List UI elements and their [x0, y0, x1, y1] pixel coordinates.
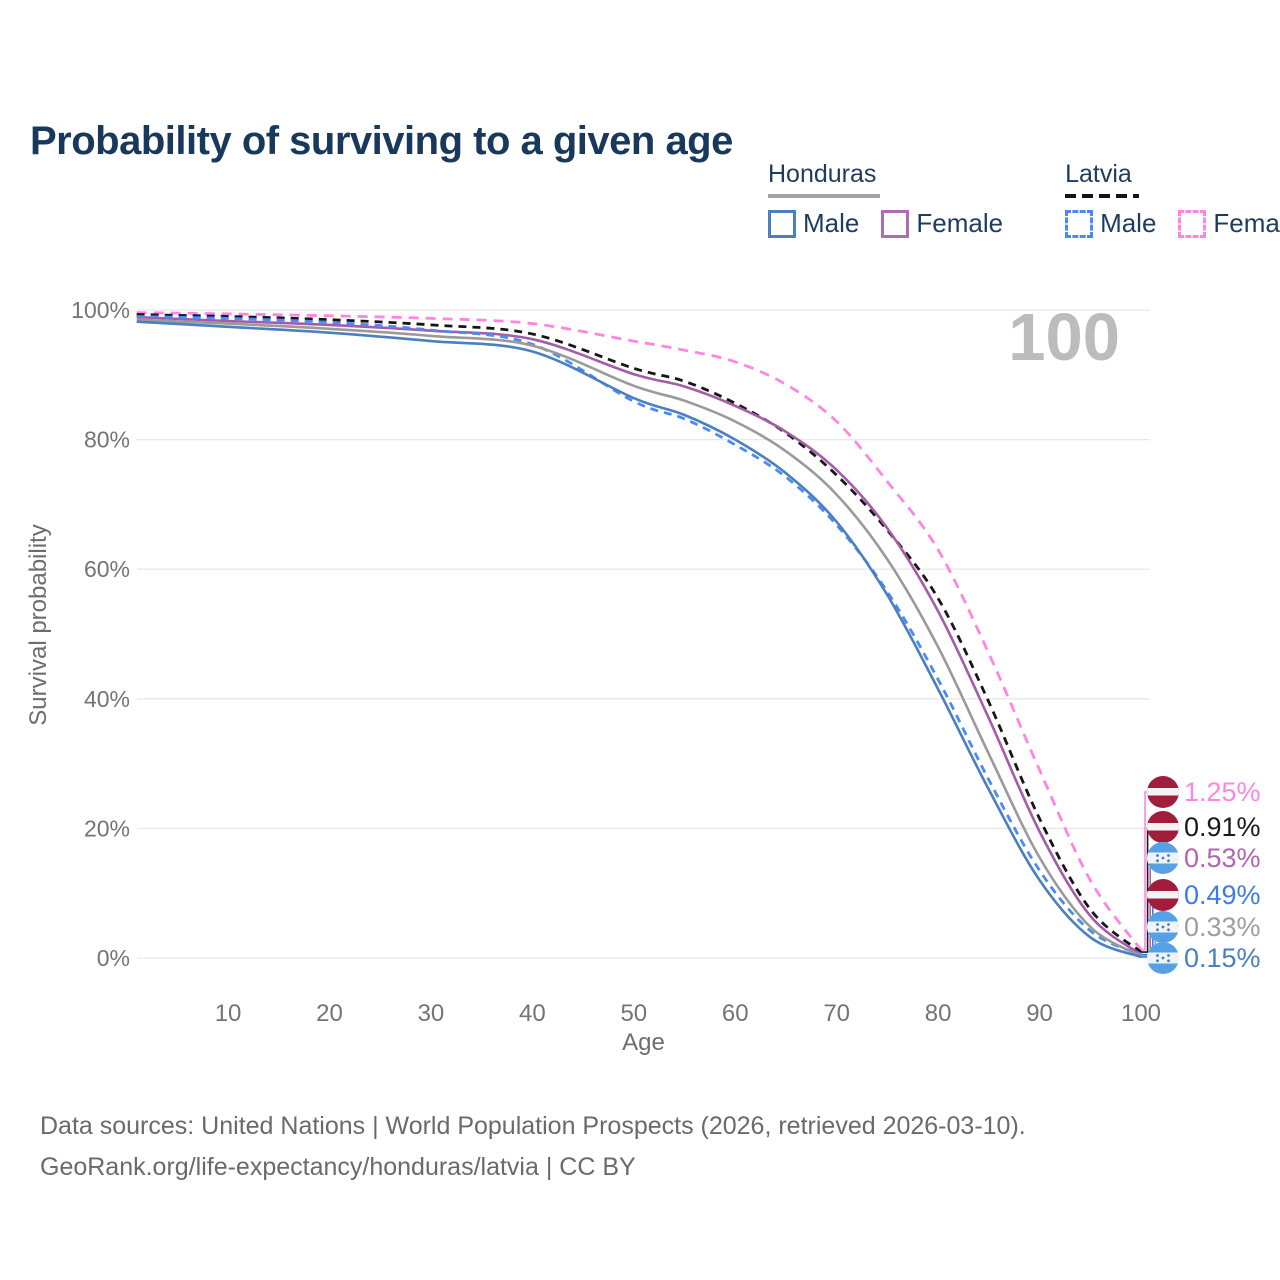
page-title: Probability of surviving to a given age	[30, 118, 733, 163]
legend-label-honduras-female: Female	[916, 208, 1004, 238]
honduras-flag-icon	[1147, 942, 1179, 974]
x-tick-label: 30	[418, 1000, 445, 1027]
legend-item-honduras-male[interactable]: Male	[768, 208, 859, 239]
latvia-line-swatch	[1065, 194, 1140, 198]
y-axis-title: Survival probability	[25, 524, 52, 725]
legend-group-title-honduras: Honduras	[768, 160, 877, 188]
honduras-flag-icon	[1147, 911, 1179, 943]
x-axis-title: Age	[622, 1029, 665, 1056]
y-tick-label: 100%	[71, 297, 130, 323]
legend-group-title-latvia: Latvia	[1065, 160, 1132, 188]
survival-chart-canvas[interactable]: 0% 20% 40% 60% 80% 100% 100 10 20 30 40 50 60 70 80 90 1…	[0, 0, 1280, 1080]
curve-latvia-male[interactable]	[136, 315, 1142, 957]
y-tick-label: 80%	[84, 427, 130, 453]
end-value-label: 1.25%	[1184, 777, 1261, 807]
age-watermark: 100	[1008, 300, 1120, 375]
latvia-male-swatch-icon	[1065, 209, 1094, 238]
end-value-label: 0.33%	[1184, 912, 1261, 942]
x-tick-label: 70	[823, 1000, 850, 1027]
y-tick-label: 60%	[84, 556, 130, 582]
legend: Honduras Male Female Latvia Male	[768, 160, 1280, 239]
latvia-flag-icon	[1147, 811, 1179, 843]
footer: Data sources: United Nations | World Pop…	[40, 1106, 1026, 1187]
legend-item-latvia-female[interactable]: Female	[1178, 208, 1280, 239]
latvia-female-swatch-icon	[1178, 209, 1207, 238]
y-tick-label: 0%	[97, 945, 130, 971]
latvia-flag-icon	[1147, 776, 1179, 808]
y-tick-label: 20%	[84, 815, 130, 841]
legend-item-latvia-male[interactable]: Male	[1065, 208, 1156, 239]
curve-latvia-both[interactable]	[136, 313, 1142, 954]
honduras-flag-icon	[1147, 842, 1179, 874]
footer-attribution-link: GeoRank.org/life-expectancy/honduras/lat…	[40, 1152, 636, 1181]
legend-group-latvia: Latvia Male Female	[1065, 160, 1280, 239]
x-tick-label: 10	[215, 1000, 242, 1027]
x-tick-label: 100	[1121, 1000, 1161, 1027]
x-tick-label: 80	[925, 1000, 952, 1027]
end-value-label: 0.15%	[1184, 943, 1261, 973]
honduras-female-swatch-icon	[881, 209, 910, 238]
curve-honduras-both[interactable]	[136, 318, 1142, 958]
x-tick-label: 20	[316, 1000, 343, 1027]
end-value-label: 0.49%	[1184, 880, 1261, 910]
honduras-male-swatch-icon	[768, 209, 796, 238]
legend-item-honduras-female[interactable]: Female	[881, 208, 1003, 239]
footer-data-sources: Data sources: United Nations | World Pop…	[40, 1112, 1026, 1140]
y-tick-label: 40%	[84, 686, 130, 712]
legend-label-latvia-female: Female	[1213, 208, 1280, 238]
legend-group-honduras: Honduras Male Female	[768, 160, 1003, 239]
curve-honduras-female[interactable]	[136, 315, 1142, 956]
end-value-label: 0.91%	[1184, 812, 1261, 842]
curve-honduras-male[interactable]	[136, 320, 1142, 959]
x-tick-label: 50	[620, 1000, 647, 1027]
honduras-line-swatch	[768, 194, 880, 198]
latvia-flag-icon	[1147, 879, 1179, 911]
legend-label-latvia-male: Male	[1100, 208, 1157, 238]
x-tick-label: 90	[1026, 1000, 1053, 1027]
end-label-leader-line	[1141, 791, 1147, 951]
end-value-label: 0.53%	[1184, 843, 1261, 873]
x-tick-label: 60	[722, 1000, 749, 1027]
x-tick-label: 40	[519, 1000, 546, 1027]
legend-label-honduras-male: Male	[803, 208, 860, 238]
curve-latvia-female[interactable]	[136, 311, 1143, 951]
